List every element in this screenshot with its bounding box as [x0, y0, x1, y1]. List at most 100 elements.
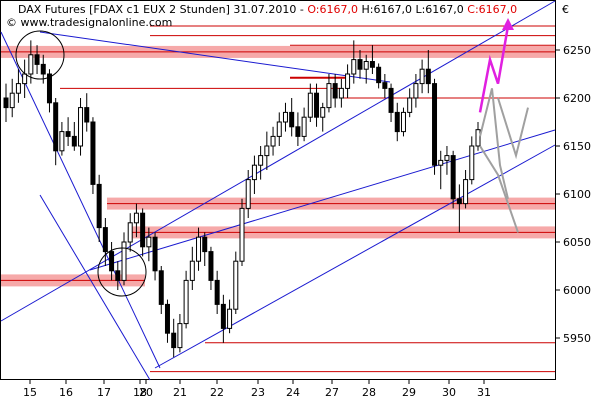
- candle: [456, 184, 462, 233]
- candle-body: [15, 83, 21, 94]
- y-tick-label: 6200: [563, 92, 591, 105]
- x-tick-label: 20: [139, 386, 153, 399]
- candle-body: [127, 222, 133, 243]
- candle-body: [22, 73, 28, 85]
- x-tick-label: 16: [59, 386, 73, 399]
- candle: [245, 170, 251, 218]
- candle: [202, 232, 208, 266]
- candle-body: [164, 303, 170, 334]
- x-tick-label: 21: [173, 386, 187, 399]
- candle-body: [469, 145, 475, 181]
- candle-body: [183, 279, 189, 325]
- trend-line: [89, 129, 556, 271]
- candle: [220, 294, 226, 343]
- projection-gray-a: [479, 88, 509, 200]
- candle-body: [388, 87, 394, 113]
- candle: [214, 270, 220, 314]
- candle: [251, 155, 257, 194]
- x-tick-label: 22: [210, 386, 224, 399]
- candle: [3, 83, 9, 122]
- candle: [425, 50, 431, 94]
- candle: [53, 98, 59, 166]
- candle: [345, 64, 351, 98]
- candle: [84, 93, 90, 132]
- candle: [15, 69, 21, 103]
- candle-body: [133, 212, 139, 224]
- candle: [164, 299, 170, 343]
- trend-line: [154, 144, 556, 369]
- candle-body: [177, 323, 183, 349]
- candle: [239, 198, 245, 266]
- candle-body: [407, 97, 413, 113]
- candle-body: [140, 212, 146, 248]
- projection-gray-c: [497, 97, 529, 160]
- candle-body: [345, 73, 351, 89]
- y-tick-label: 6000: [563, 284, 591, 297]
- candle: [419, 59, 425, 94]
- candle-body: [202, 236, 208, 253]
- candle-body: [376, 66, 382, 84]
- candle: [463, 170, 469, 209]
- candle-body: [3, 97, 9, 109]
- candle-body: [369, 61, 375, 68]
- candle-body: [96, 183, 102, 229]
- candle-body: [332, 83, 338, 99]
- candle: [121, 232, 127, 286]
- candle: [9, 78, 15, 118]
- candle: [376, 63, 382, 89]
- x-tick-label: 31: [477, 386, 491, 399]
- candle-body: [189, 260, 195, 281]
- candle-body: [121, 241, 127, 281]
- candle: [282, 102, 288, 132]
- candle-body: [419, 68, 425, 85]
- candle: [444, 146, 450, 175]
- projection-magenta-arrow: [502, 18, 514, 30]
- candle: [320, 102, 326, 132]
- x-tick-label: 24: [286, 386, 300, 399]
- candle: [46, 69, 52, 113]
- y-tick-label: 6250: [563, 44, 591, 57]
- candle: [146, 227, 152, 262]
- candle: [314, 83, 320, 127]
- candle-body: [71, 135, 77, 147]
- candle-body: [233, 260, 239, 310]
- projection-gray-b: [479, 145, 519, 233]
- candle-body: [425, 68, 431, 85]
- candle: [127, 213, 133, 252]
- candle: [171, 318, 177, 358]
- candle: [102, 218, 108, 266]
- candle-body: [152, 236, 158, 272]
- candle-body: [258, 155, 264, 166]
- chart-title: DAX Futures [FDAX c1 EUX 2 Stunden] 31.0…: [18, 3, 517, 16]
- candle-body: [338, 87, 344, 99]
- candle-body: [438, 159, 444, 166]
- candle: [59, 122, 65, 156]
- candle: [438, 150, 444, 190]
- candle-body: [301, 116, 307, 137]
- candle-body: [326, 83, 332, 109]
- candle-body: [463, 179, 469, 205]
- candle-body: [227, 308, 233, 329]
- candle-body: [245, 179, 251, 209]
- candle: [158, 266, 164, 314]
- candle: [450, 150, 456, 209]
- x-tick-label: 30: [442, 386, 456, 399]
- candle-body: [456, 198, 462, 205]
- candle: [28, 40, 34, 84]
- candle: [276, 112, 282, 146]
- watermark: © www.tradesignalonline.com: [6, 16, 172, 29]
- candle-body: [90, 121, 96, 185]
- candle-body: [40, 63, 46, 75]
- x-tick-label: 27: [325, 386, 339, 399]
- candle-body: [432, 83, 438, 166]
- candle-body: [270, 135, 276, 147]
- projection-magenta: [478, 25, 510, 113]
- candle: [307, 83, 313, 122]
- candle: [115, 261, 121, 290]
- candle-body: [196, 236, 202, 262]
- candle-body: [158, 270, 164, 305]
- candle: [357, 50, 363, 79]
- candle: [295, 112, 301, 146]
- highlight-circle-right: [97, 247, 147, 297]
